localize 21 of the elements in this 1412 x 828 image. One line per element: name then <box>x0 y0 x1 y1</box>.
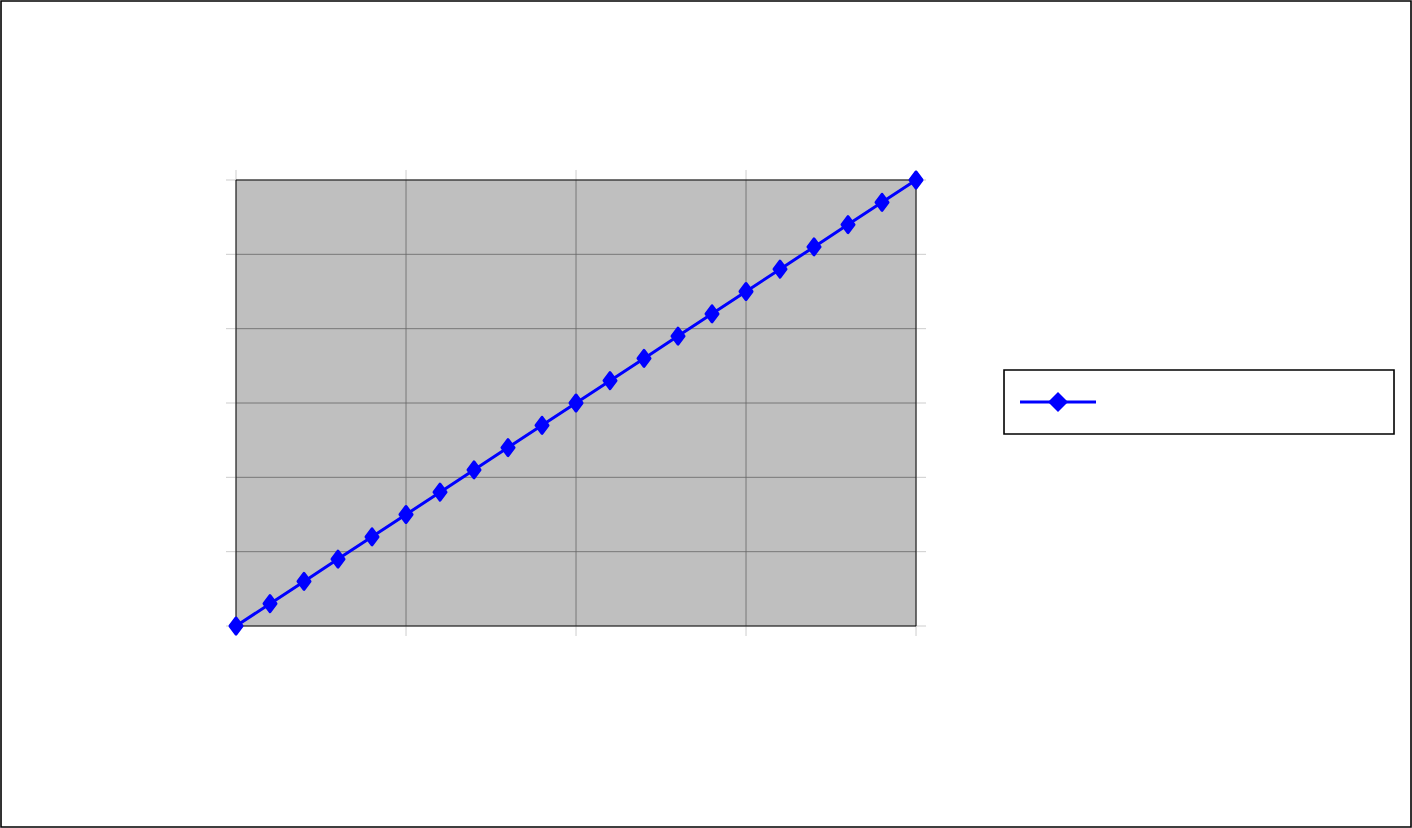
point <box>228 616 244 636</box>
point <box>466 460 482 480</box>
point <box>806 237 822 257</box>
point <box>636 348 652 368</box>
point <box>738 282 754 301</box>
point <box>908 170 924 190</box>
point <box>364 527 380 547</box>
point <box>432 482 448 502</box>
point <box>568 393 584 413</box>
point <box>602 371 618 391</box>
point <box>874 192 890 212</box>
point <box>398 505 414 524</box>
point <box>296 571 312 591</box>
point <box>500 438 516 458</box>
point <box>772 259 788 279</box>
point <box>330 549 346 569</box>
point <box>534 415 550 435</box>
point <box>704 304 720 324</box>
point <box>840 215 856 235</box>
point <box>262 594 278 614</box>
point <box>670 326 686 346</box>
